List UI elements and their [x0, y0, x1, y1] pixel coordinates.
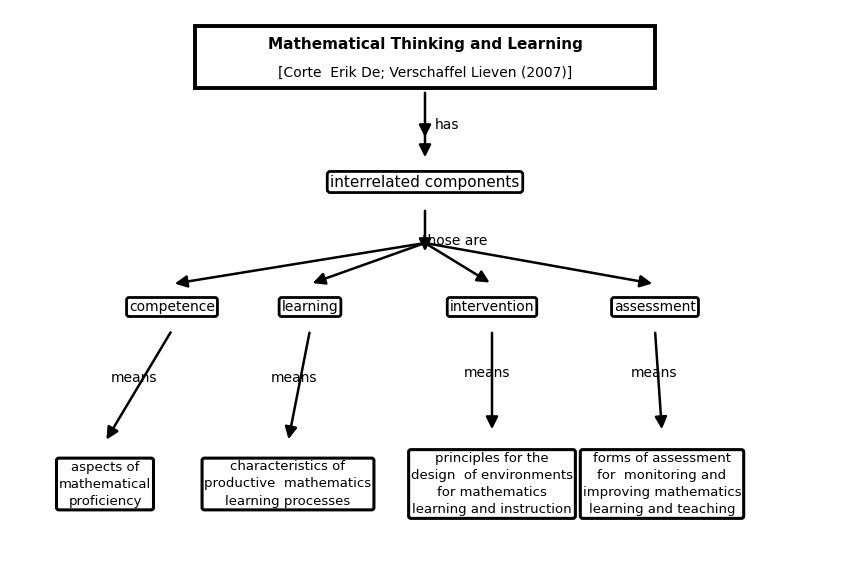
Text: interrelated components: interrelated components [331, 174, 519, 189]
Text: intervention: intervention [450, 300, 535, 314]
Text: Mathematical Thinking and Learning: Mathematical Thinking and Learning [268, 38, 582, 52]
Text: learning: learning [281, 300, 338, 314]
Text: competence: competence [129, 300, 215, 314]
Text: means: means [630, 366, 677, 380]
Text: forms of assessment
for  monitoring and
improving mathematics
learning and teach: forms of assessment for monitoring and i… [583, 452, 741, 516]
Text: means: means [271, 371, 317, 385]
Text: means: means [464, 366, 510, 380]
Text: characteristics of
productive  mathematics
learning processes: characteristics of productive mathematic… [205, 460, 371, 507]
Text: those are: those are [422, 234, 488, 248]
Text: aspects of
mathematical
proficiency: aspects of mathematical proficiency [59, 460, 151, 507]
Text: assessment: assessment [614, 300, 696, 314]
Text: [Corte  Erik De; Verschaffel Lieven (2007)]: [Corte Erik De; Verschaffel Lieven (2007… [278, 66, 572, 80]
FancyBboxPatch shape [195, 26, 655, 88]
Text: principles for the
design  of environments
for mathematics
learning and instruct: principles for the design of environment… [411, 452, 573, 516]
Text: means: means [110, 371, 156, 385]
Text: has: has [434, 118, 459, 132]
